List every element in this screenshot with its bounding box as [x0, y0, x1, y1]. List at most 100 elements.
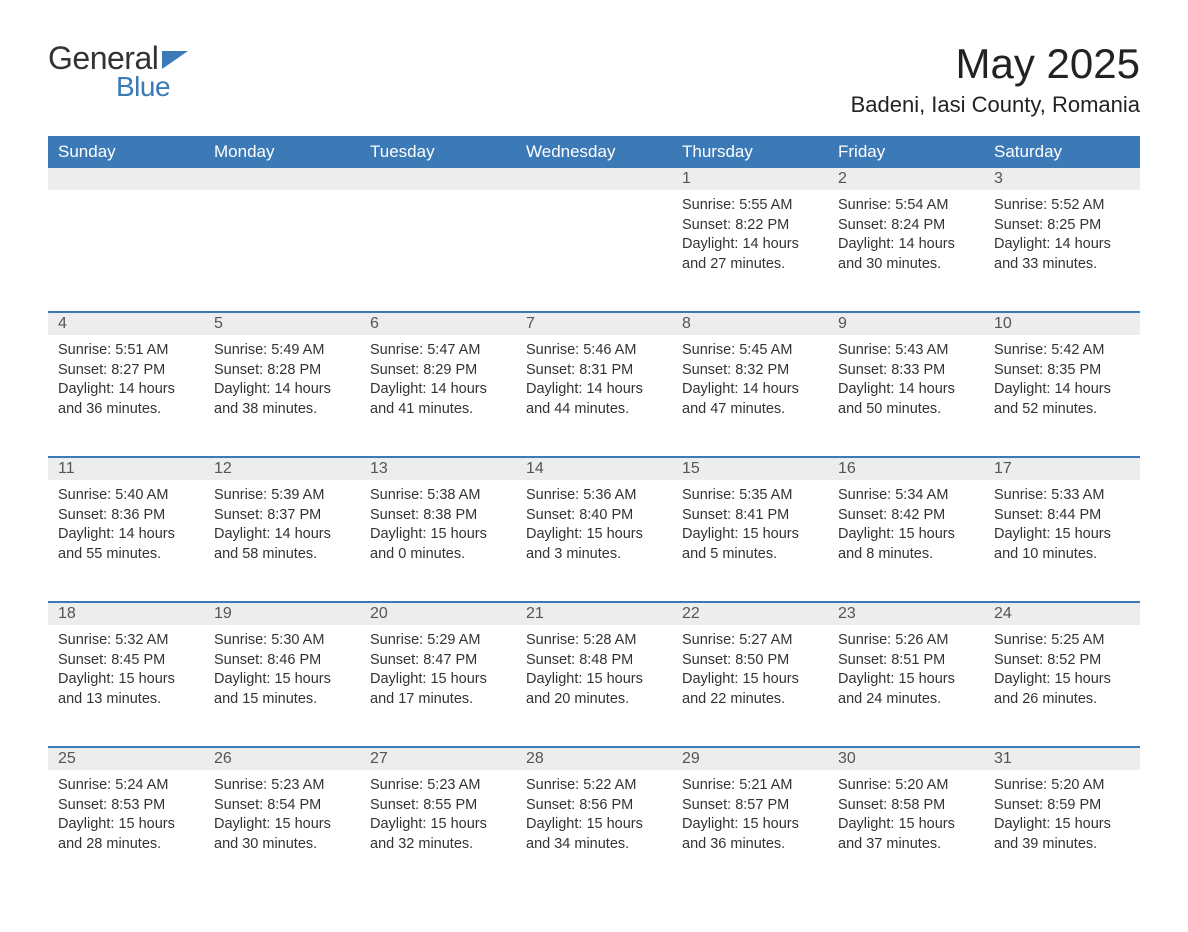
day-sunrise: Sunrise: 5:40 AM: [58, 486, 194, 506]
day-sunrise: Sunrise: 5:23 AM: [214, 776, 350, 796]
day-daylight2: and 52 minutes.: [994, 400, 1130, 420]
day-sunrise: Sunrise: 5:38 AM: [370, 486, 506, 506]
day-number: 14: [516, 458, 672, 480]
day-daylight2: and 55 minutes.: [58, 545, 194, 565]
day-cell: Sunrise: 5:28 AMSunset: 8:48 PMDaylight:…: [516, 625, 672, 747]
day-sunset: Sunset: 8:53 PM: [58, 796, 194, 816]
day-number: 18: [48, 603, 204, 625]
day-daylight1: Daylight: 14 hours: [526, 380, 662, 400]
day-cell-empty: [360, 190, 516, 312]
day-daylight1: Daylight: 15 hours: [526, 670, 662, 690]
day-cell: Sunrise: 5:29 AMSunset: 8:47 PMDaylight:…: [360, 625, 516, 747]
day-cell: Sunrise: 5:21 AMSunset: 8:57 PMDaylight:…: [672, 770, 828, 892]
day-sunrise: Sunrise: 5:32 AM: [58, 631, 194, 651]
col-monday: Monday: [204, 136, 360, 168]
day-content-row: Sunrise: 5:40 AMSunset: 8:36 PM Daylight:…: [48, 480, 1140, 602]
day-sunset: Sunset: 8:42 PM: [838, 506, 974, 526]
day-daylight1: Daylight: 15 hours: [994, 525, 1130, 545]
day-daylight1: Daylight: 15 hours: [214, 670, 350, 690]
day-cell-content: Sunrise: 5:55 AMSunset: 8:22 PMDaylight:…: [672, 190, 828, 288]
day-sunset: Sunset: 8:36 PM: [58, 506, 194, 526]
day-cell-content: Sunrise: 5:40 AMSunset: 8:36 PMDaylight:…: [48, 480, 204, 578]
day-daylight2: and 24 minutes.: [838, 690, 974, 710]
day-number: 24: [984, 603, 1140, 625]
day-sunset: Sunset: 8:24 PM: [838, 216, 974, 236]
day-daylight2: and 0 minutes.: [370, 545, 506, 565]
day-cell: Sunrise: 5:20 AMSunset: 8:59 PMDaylight:…: [984, 770, 1140, 892]
day-sunrise: Sunrise: 5:52 AM: [994, 196, 1130, 216]
day-sunrise: Sunrise: 5:49 AM: [214, 341, 350, 361]
month-title: May 2025: [851, 40, 1140, 88]
day-daylight2: and 36 minutes.: [58, 400, 194, 420]
day-cell-content: Sunrise: 5:43 AMSunset: 8:33 PMDaylight:…: [828, 335, 984, 433]
day-daylight1: Daylight: 15 hours: [838, 525, 974, 545]
day-daylight1: Daylight: 15 hours: [994, 670, 1130, 690]
day-daylight2: and 26 minutes.: [994, 690, 1130, 710]
day-cell-content: Sunrise: 5:20 AMSunset: 8:58 PMDaylight:…: [828, 770, 984, 868]
day-sunrise: Sunrise: 5:20 AM: [994, 776, 1130, 796]
day-cell-content: Sunrise: 5:42 AMSunset: 8:35 PMDaylight:…: [984, 335, 1140, 433]
day-sunset: Sunset: 8:29 PM: [370, 361, 506, 381]
day-daylight2: and 33 minutes.: [994, 255, 1130, 275]
day-number: 29: [672, 748, 828, 770]
day-daylight1: Daylight: 15 hours: [58, 815, 194, 835]
day-sunset: Sunset: 8:25 PM: [994, 216, 1130, 236]
day-cell-content: Sunrise: 5:54 AMSunset: 8:24 PMDaylight:…: [828, 190, 984, 288]
day-daylight1: Daylight: 14 hours: [682, 380, 818, 400]
day-daylight1: Daylight: 15 hours: [526, 815, 662, 835]
day-daylight1: Daylight: 14 hours: [370, 380, 506, 400]
day-daylight1: Daylight: 15 hours: [214, 815, 350, 835]
day-sunset: Sunset: 8:55 PM: [370, 796, 506, 816]
day-sunset: Sunset: 8:54 PM: [214, 796, 350, 816]
day-sunset: Sunset: 8:52 PM: [994, 651, 1130, 671]
day-cell: Sunrise: 5:33 AMSunset: 8:44 PMDaylight:…: [984, 480, 1140, 602]
brand-text-blue: Blue: [116, 71, 170, 103]
day-cell-content: Sunrise: 5:23 AMSunset: 8:54 PMDaylight:…: [204, 770, 360, 868]
day-number: 1: [672, 168, 828, 190]
day-number: 6: [360, 313, 516, 335]
day-sunset: Sunset: 8:27 PM: [58, 361, 194, 381]
day-daylight2: and 38 minutes.: [214, 400, 350, 420]
day-content-row: Sunrise: 5:24 AMSunset: 8:53 PMDaylight:…: [48, 770, 1140, 892]
day-number: 15: [672, 458, 828, 480]
day-daylight2: and 30 minutes.: [838, 255, 974, 275]
day-number: 25: [48, 748, 204, 770]
day-sunset: Sunset: 8:41 PM: [682, 506, 818, 526]
day-sunset: Sunset: 8:48 PM: [526, 651, 662, 671]
day-sunrise: Sunrise: 5:28 AM: [526, 631, 662, 651]
title-block: May 2025 Badeni, Iasi County, Romania: [851, 40, 1140, 118]
day-cell-content: Sunrise: 5:52 AMSunset: 8:25 PMDaylight:…: [984, 190, 1140, 288]
page-header: General Blue May 2025 Badeni, Iasi Count…: [48, 40, 1140, 118]
day-daylight2: and 32 minutes.: [370, 835, 506, 855]
day-number: 30: [828, 748, 984, 770]
day-daylight2: and 20 minutes.: [526, 690, 662, 710]
day-daylight2: and 41 minutes.: [370, 400, 506, 420]
day-sunrise: Sunrise: 5:21 AM: [682, 776, 818, 796]
day-cell-content: Sunrise: 5:45 AMSunset: 8:32 PMDaylight:…: [672, 335, 828, 433]
day-cell: Sunrise: 5:42 AMSunset: 8:35 PMDaylight:…: [984, 335, 1140, 457]
day-daylight1: Daylight: 14 hours: [214, 525, 350, 545]
day-sunset: Sunset: 8:40 PM: [526, 506, 662, 526]
day-cell-content: Sunrise: 5:35 AMSunset: 8:41 PMDaylight:…: [672, 480, 828, 578]
day-daylight1: Daylight: 14 hours: [838, 235, 974, 255]
day-daylight1: Daylight: 14 hours: [682, 235, 818, 255]
day-daylight1: Daylight: 15 hours: [682, 525, 818, 545]
calendar-table: Sunday Monday Tuesday Wednesday Thursday…: [48, 136, 1140, 892]
day-daylight1: Daylight: 15 hours: [838, 815, 974, 835]
day-daylight1: Daylight: 15 hours: [526, 525, 662, 545]
day-daylight1: Daylight: 15 hours: [370, 815, 506, 835]
day-cell: Sunrise: 5:26 AMSunset: 8:51 PMDaylight:…: [828, 625, 984, 747]
day-sunset: Sunset: 8:56 PM: [526, 796, 662, 816]
day-cell: Sunrise: 5:36 AMSunset: 8:40 PMDaylight:…: [516, 480, 672, 602]
day-cell: Sunrise: 5:55 AMSunset: 8:22 PMDaylight:…: [672, 190, 828, 312]
day-content-row: Sunrise: 5:55 AMSunset: 8:22 PMDaylight:…: [48, 190, 1140, 312]
day-daylight1: Daylight: 14 hours: [994, 380, 1130, 400]
day-cell: Sunrise: 5:24 AMSunset: 8:53 PMDaylight:…: [48, 770, 204, 892]
day-sunrise: Sunrise: 5:29 AM: [370, 631, 506, 651]
day-sunrise: Sunrise: 5:54 AM: [838, 196, 974, 216]
day-cell: Sunrise: 5:40 AMSunset: 8:36 PMDaylight:…: [48, 480, 204, 602]
day-cell-content: Sunrise: 5:21 AMSunset: 8:57 PMDaylight:…: [672, 770, 828, 868]
day-cell-content: Sunrise: 5:39 AMSunset: 8:37 PMDaylight:…: [204, 480, 360, 578]
day-cell-content: Sunrise: 5:38 AMSunset: 8:38 PMDaylight:…: [360, 480, 516, 578]
day-sunrise: Sunrise: 5:39 AM: [214, 486, 350, 506]
